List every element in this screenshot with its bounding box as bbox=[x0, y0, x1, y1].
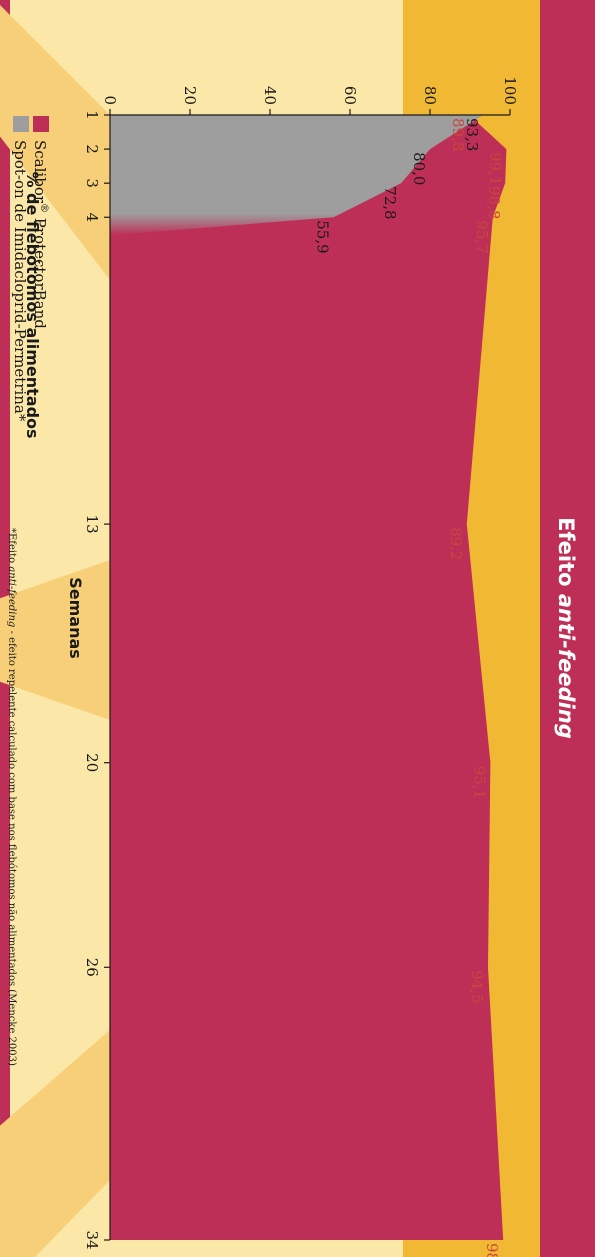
spotlight-wedge-weeks-26-34 bbox=[0, 1030, 110, 1257]
x-tick-label-7: 34 bbox=[83, 1230, 101, 1249]
data-label-scalibor-5: 95,1 bbox=[470, 766, 488, 799]
data-label-scalibor-4: 89,2 bbox=[447, 527, 465, 560]
legend: Scalibor® ProtectorBand Spot-on de Imida… bbox=[11, 116, 49, 422]
x-tick-label-5: 20 bbox=[83, 753, 101, 772]
data-label-scalibor-7: 98,3 bbox=[483, 1243, 501, 1257]
data-label-scalibor-2: 98,8 bbox=[485, 186, 503, 219]
legend-label-scalibor-rest: ProtectorBand bbox=[31, 213, 49, 329]
chart-title: Efeito anti-feeding bbox=[554, 517, 578, 739]
series-area-spot-on bbox=[110, 115, 484, 236]
x-tick-label-2: 3 bbox=[83, 178, 101, 188]
data-label-scalibor-0: 89,8 bbox=[449, 118, 467, 151]
legend-label-scalibor-sup: ® bbox=[38, 203, 49, 213]
x-tick-label-1: 2 bbox=[83, 144, 101, 154]
legend-label-scalibor-text: Scalibor bbox=[31, 140, 49, 204]
data-label-scalibor-3: 95,7 bbox=[473, 220, 491, 253]
footnote: *Efeito anti-feeding - efeito repelente … bbox=[6, 528, 17, 1066]
chart-title-italic: anti-feeding bbox=[554, 594, 578, 739]
series-area-scalibor bbox=[110, 115, 507, 1240]
footnote-post: - efeito repelente calculado com base no… bbox=[6, 627, 17, 1066]
legend-swatch-scalibor bbox=[33, 116, 49, 132]
data-label-scalibor-1: 99,1 bbox=[486, 152, 504, 185]
data-labels: 89,8 99,198,895,7 89,2 95,1 94,5 98,3 93,3 80,0… bbox=[314, 118, 505, 1257]
spotlight-wedge-semanas bbox=[0, 560, 110, 720]
footnote-pre: *Efeito bbox=[6, 528, 17, 566]
x-axis-title: Semanas bbox=[66, 577, 85, 659]
data-label-scalibor-6: 94,5 bbox=[468, 970, 486, 1003]
y-tick-label-2: 40 bbox=[261, 86, 279, 105]
x-tick-label-0: 1 bbox=[83, 110, 101, 120]
y-axis-title: % de flebótomos alimentados bbox=[23, 171, 42, 438]
data-label-spot-on-3: 55,9 bbox=[314, 220, 332, 253]
x-tick-label-3: 4 bbox=[83, 212, 101, 222]
legend-label-spot-on: Spot-on de Imidacloprid-Permetrina* bbox=[11, 140, 29, 422]
y-tick-label-4: 80 bbox=[421, 86, 439, 105]
legend-swatch-spot-on bbox=[13, 116, 29, 132]
data-label-spot-on-1: 80,0 bbox=[410, 152, 428, 185]
spotlight-wedge-weeks-1-4 bbox=[0, 0, 110, 280]
data-label-spot-on-2: 72,8 bbox=[381, 186, 399, 219]
y-tick-label-5: 100 bbox=[501, 76, 519, 105]
axes bbox=[109, 114, 510, 1240]
x-tick-label-6: 26 bbox=[83, 958, 101, 977]
plot-areas bbox=[110, 115, 507, 1240]
legend-label-scalibor: Scalibor® ProtectorBand bbox=[31, 140, 49, 329]
footnote-italic: anti-feeding bbox=[6, 566, 17, 627]
title-bar bbox=[540, 0, 595, 1257]
y-ticks: 0 20 40 60 80 100 bbox=[101, 76, 519, 115]
y-tick-label-0: 0 bbox=[101, 95, 119, 105]
y-tick-label-1: 20 bbox=[181, 86, 199, 105]
data-label-spot-on-0: 93,3 bbox=[463, 118, 481, 151]
chart-title-plain: Efeito bbox=[554, 517, 578, 594]
y-tick-label-3: 60 bbox=[341, 86, 359, 105]
x-tick-label-4: 13 bbox=[83, 515, 101, 534]
